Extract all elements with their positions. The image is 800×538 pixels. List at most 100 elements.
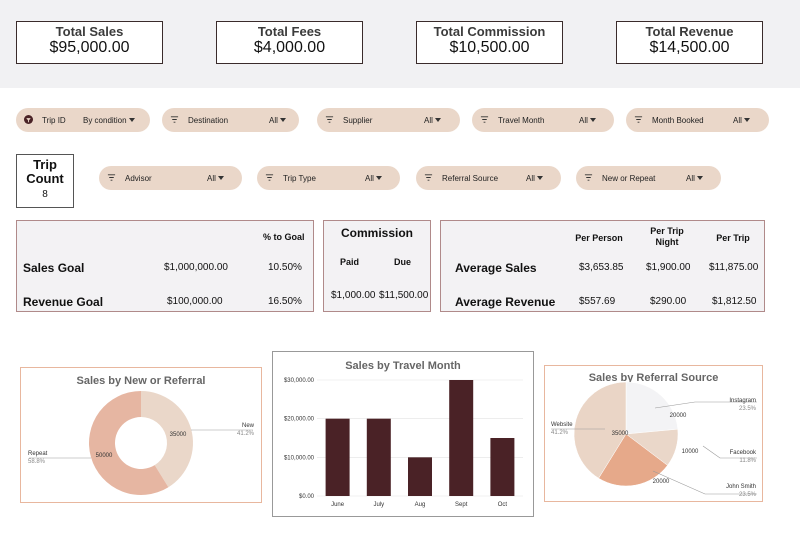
x-tick-label: Aug xyxy=(415,502,426,508)
chart-title: Sales by Referral Source xyxy=(588,372,719,384)
caret-down-icon xyxy=(743,118,750,122)
bar-chart: $0.00 $10,000.00 $20,000.00 $30,000.00 June J… xyxy=(284,378,523,508)
filter-label: Destination xyxy=(188,116,229,125)
filter-month-booked[interactable]: Month Booked All xyxy=(626,108,769,132)
filter-icon xyxy=(634,116,643,123)
sales-goal-pct: 10.50% xyxy=(268,262,302,273)
filter-active-icon xyxy=(24,115,33,124)
average-revenue-label: Average Revenue xyxy=(455,295,556,309)
chart-title: Sales by New or Referral xyxy=(76,375,206,387)
bar-july xyxy=(366,418,391,496)
filter-trip-type[interactable]: Trip Type All xyxy=(257,166,400,190)
average-sales-per-trip-night: $1,900.00 xyxy=(646,262,691,273)
donut-slice-repeat xyxy=(89,391,169,495)
kpi-total-sales: Total Sales $95,000.00 xyxy=(16,21,163,64)
slice-value-label: 20000 xyxy=(653,479,670,485)
average-revenue-per-person: $557.69 xyxy=(579,296,616,307)
filter-label: Month Booked xyxy=(652,116,704,125)
slice-pct-label: 11.8% xyxy=(739,458,756,464)
trip-count-card: Trip Count 8 xyxy=(16,154,74,208)
kpi-total-revenue: Total Revenue $14,500.00 xyxy=(616,21,763,64)
filter-trip-id[interactable]: Trip ID By condition xyxy=(16,108,150,132)
slice-name-label: Website xyxy=(551,422,573,428)
caret-down-icon xyxy=(279,118,286,122)
caret-down-icon xyxy=(128,118,135,122)
filter-destination[interactable]: Destination All xyxy=(162,108,299,132)
commission-paid-value: $1,000.00 xyxy=(331,290,376,301)
filter-referral-source[interactable]: Referral Source All xyxy=(416,166,561,190)
due-label: Due xyxy=(394,257,412,267)
filter-new-or-repeat[interactable]: New or Repeat All xyxy=(576,166,721,190)
trip-count-title: Trip Count xyxy=(26,157,64,186)
y-tick-label: $30,000.00 xyxy=(284,378,315,384)
slice-pct-label: 58.8% xyxy=(28,459,46,465)
filter-icon xyxy=(325,116,334,123)
y-tick-label: $0.00 xyxy=(299,494,315,500)
kpi-value: $10,500.00 xyxy=(449,39,530,56)
slice-value-label: 10000 xyxy=(682,449,699,455)
y-tick-label: $10,000.00 xyxy=(284,455,315,461)
filter-supplier[interactable]: Supplier All xyxy=(317,108,460,132)
chart-sales-by-travel-month: Sales by Travel Month $0.00 $10,000.00 $20… xyxy=(272,351,534,517)
chart-sales-by-new-or-referral: Sales by New or Referral 35000 50000 New 41… xyxy=(20,367,262,503)
y-tick-label: $20,000.00 xyxy=(284,417,315,423)
kpi-title: Total Fees xyxy=(257,24,322,39)
caret-down-icon xyxy=(696,176,703,180)
filter-icon xyxy=(424,174,433,181)
filter-value: All xyxy=(424,116,441,125)
slice-name-label: Facebook xyxy=(730,450,757,456)
bar-sept xyxy=(449,380,474,496)
x-tick-label: Sept xyxy=(455,502,468,508)
filter-value: All xyxy=(579,116,596,125)
slice-value-label: 20000 xyxy=(670,413,687,419)
slice-pct-label: 41.2% xyxy=(551,430,569,436)
slice-pct-label: 23.5% xyxy=(739,406,757,412)
filter-label: New or Repeat xyxy=(602,174,656,183)
leader-line xyxy=(702,445,757,459)
filter-value: All xyxy=(207,174,224,183)
per-trip-header: Per Trip xyxy=(716,233,750,243)
pie-chart: 20000 10000 20000 35000 Instagram 23.5% Facebo… xyxy=(551,381,757,498)
kpi-value: $4,000.00 xyxy=(253,39,326,56)
filter-value: All xyxy=(686,174,703,183)
filter-label: Travel Month xyxy=(498,116,545,125)
slice-name-label: New xyxy=(242,423,255,429)
caret-down-icon xyxy=(217,176,224,180)
slice-name-label: John Smith xyxy=(726,484,756,490)
sales-goal-amount: $1,000,000.00 xyxy=(164,262,228,273)
pie-slice-john-smith xyxy=(598,433,668,487)
filter-label: Advisor xyxy=(125,174,152,183)
slice-value-label: 35000 xyxy=(612,431,629,437)
paid-label: Paid xyxy=(340,257,360,267)
filter-icon xyxy=(584,174,593,181)
sales-goal-label: Sales Goal xyxy=(23,261,85,275)
pie-slice-instagram xyxy=(625,381,679,435)
averages-panel: Per Person Per Trip Night Per Trip Avera… xyxy=(440,220,765,312)
kpi-value: $95,000.00 xyxy=(49,39,130,56)
x-tick-label: June xyxy=(331,502,345,508)
caret-down-icon xyxy=(375,176,382,180)
caret-down-icon xyxy=(434,118,441,122)
filter-label: Referral Source xyxy=(442,174,499,183)
slice-name-label: Instagram xyxy=(729,398,756,404)
slice-value-label: 35000 xyxy=(170,432,187,438)
bar-oct xyxy=(490,438,515,496)
filter-icon xyxy=(480,116,489,123)
revenue-goal-amount: $100,000.00 xyxy=(167,296,223,307)
filter-travel-month[interactable]: Travel Month All xyxy=(472,108,614,132)
filter-advisor[interactable]: Advisor All xyxy=(99,166,242,190)
average-sales-per-trip: $11,875.00 xyxy=(709,262,759,273)
average-sales-label: Average Sales xyxy=(455,261,537,275)
filter-value: All xyxy=(733,116,750,125)
filter-icon xyxy=(170,116,179,123)
pie-slice-website xyxy=(573,381,627,479)
bar-june xyxy=(325,418,350,496)
filter-icon xyxy=(107,174,116,181)
commission-title: Commission xyxy=(340,226,413,240)
filter-value: By condition xyxy=(83,116,135,125)
filter-value: All xyxy=(526,174,543,183)
filter-label: Trip ID xyxy=(42,116,66,125)
commission-panel: Commission Paid Due $1,000.00 $11,500.00 xyxy=(323,220,431,312)
per-person-header: Per Person xyxy=(575,233,623,243)
chart-title: Sales by Travel Month xyxy=(345,360,461,372)
